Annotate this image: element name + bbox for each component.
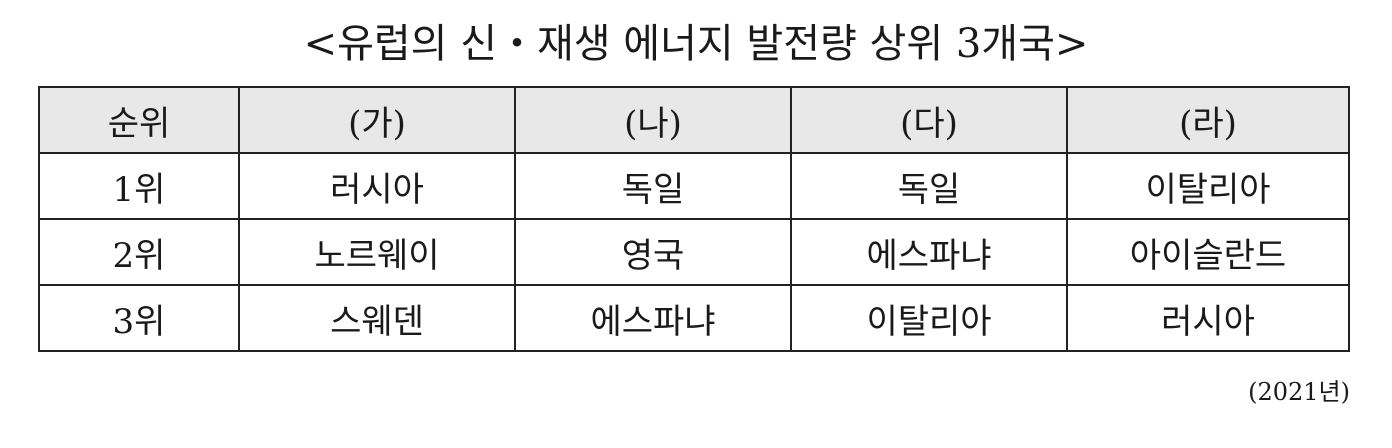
- table-cell: 러시아: [238, 152, 516, 220]
- header-country-b: (나): [514, 86, 792, 154]
- table-cell: 이탈리아: [1066, 152, 1350, 220]
- rank-cell: 1위: [38, 152, 240, 220]
- table-header-row: 순위 (가) (나) (다) (라): [38, 86, 1350, 154]
- year-footnote: (2021년): [1248, 378, 1350, 406]
- table-row: 2위 노르웨이 영국 에스파냐 아이슬란드: [38, 218, 1350, 286]
- table-row: 3위 스웨덴 에스파냐 이탈리아 러시아: [38, 284, 1350, 352]
- table-cell: 독일: [514, 152, 792, 220]
- header-rank: 순위: [38, 86, 240, 154]
- table-cell: 노르웨이: [238, 218, 516, 286]
- header-country-c: (다): [790, 86, 1068, 154]
- table-cell: 아이슬란드: [1066, 218, 1350, 286]
- table-cell: 스웨덴: [238, 284, 516, 352]
- table-cell: 에스파냐: [790, 218, 1068, 286]
- header-country-d: (라): [1066, 86, 1350, 154]
- table-cell: 영국: [514, 218, 792, 286]
- rank-cell: 2위: [38, 218, 240, 286]
- header-country-a: (가): [238, 86, 516, 154]
- table-cell: 독일: [790, 152, 1068, 220]
- table-title: <유럽의 신・재생 에너지 발전량 상위 3개국>: [303, 21, 1089, 67]
- table-cell: 이탈리아: [790, 284, 1068, 352]
- table-cell: 에스파냐: [514, 284, 792, 352]
- energy-ranking-table: 순위 (가) (나) (다) (라) 1위 러시아 독일 독일 이탈리아 2위 …: [38, 86, 1350, 352]
- rank-cell: 3위: [38, 284, 240, 352]
- table-row: 1위 러시아 독일 독일 이탈리아: [38, 152, 1350, 220]
- table-cell: 러시아: [1066, 284, 1350, 352]
